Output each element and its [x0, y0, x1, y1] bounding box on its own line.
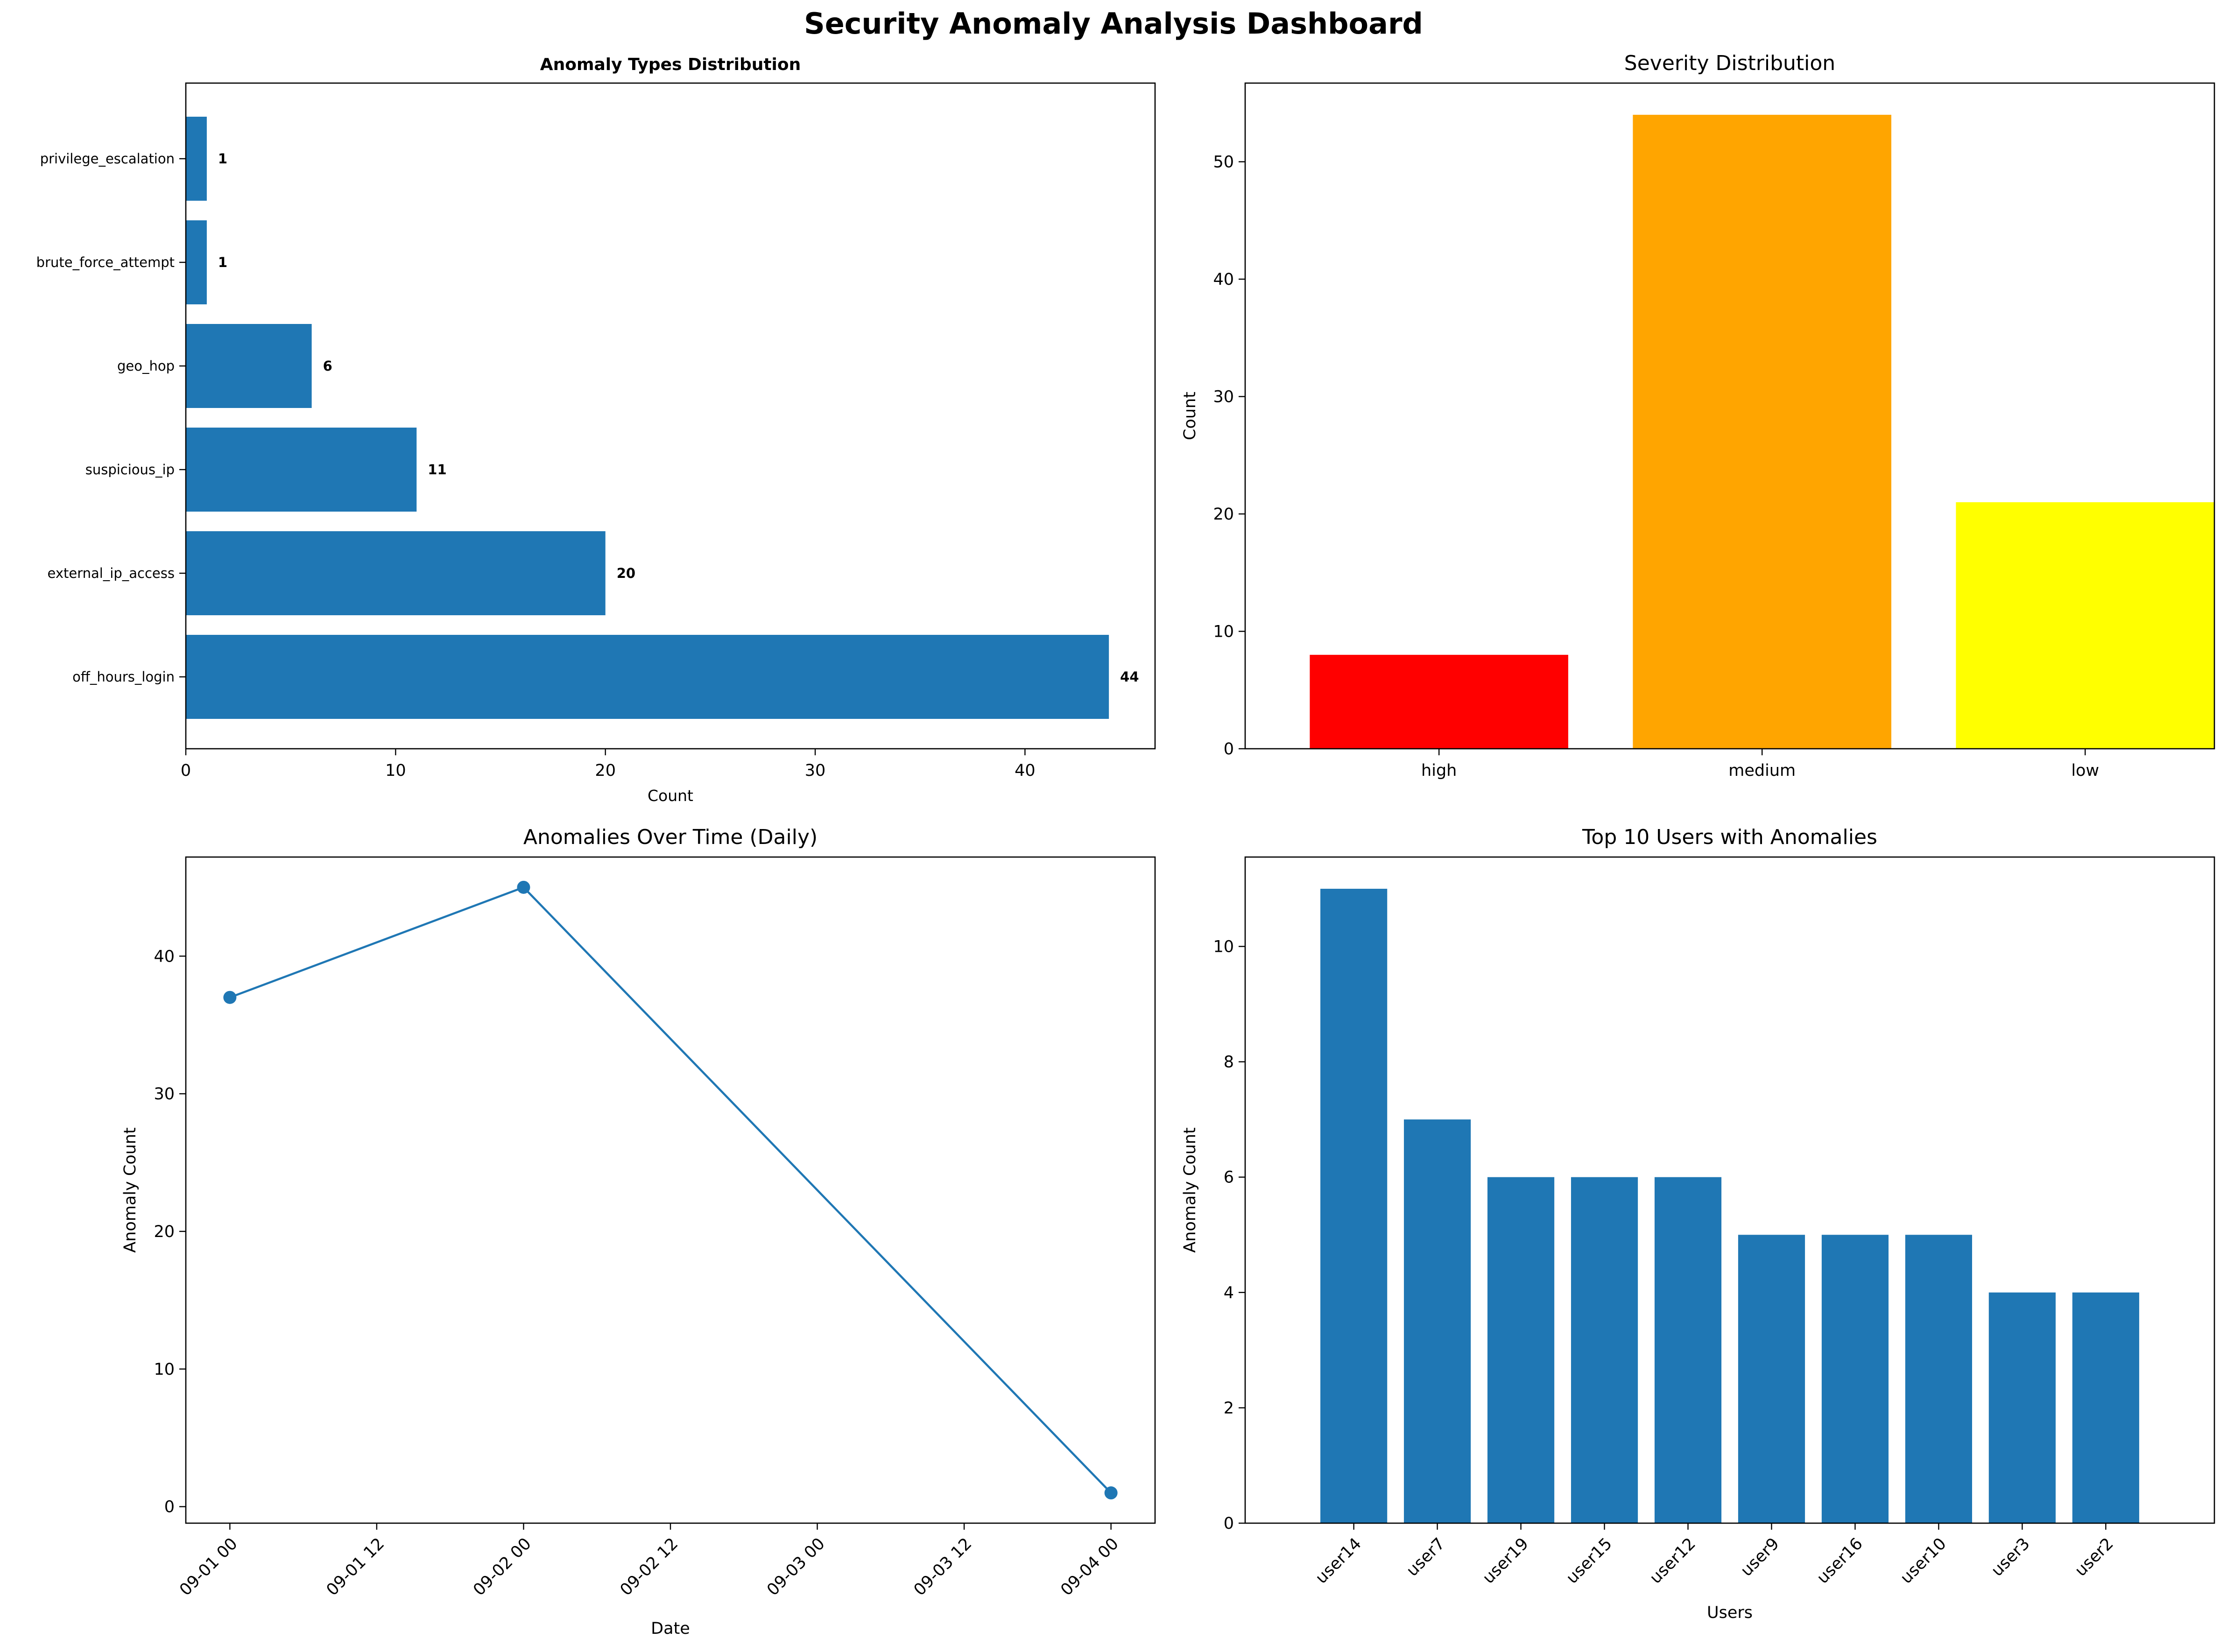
y-tick-label: brute_force_attempt [36, 254, 175, 270]
bar [1320, 888, 1388, 1523]
plot-frame [185, 856, 1156, 1524]
y-axis-label: Count [1181, 392, 1199, 440]
data-label: 11 [428, 462, 446, 478]
bar [1821, 1235, 1889, 1523]
x-tick-label: 09-01 00 [176, 1534, 241, 1600]
y-axis-label: Anomaly Count [1181, 1127, 1199, 1253]
x-tick-label: 20 [595, 761, 616, 780]
x-tick-label: user9 [1737, 1534, 1783, 1580]
bar [186, 531, 606, 615]
x-tick-label: user7 [1403, 1534, 1449, 1580]
y-tick-label: suspicious_ip [85, 462, 175, 478]
x-tick-label: user15 [1563, 1534, 1616, 1588]
y-tick-label: external_ip_access [47, 565, 175, 581]
data-label: 1 [218, 254, 227, 270]
y-tick-label: geo_hop [117, 358, 175, 374]
y-tick-label: 10 [1213, 623, 1234, 641]
x-tick-label: user16 [1813, 1534, 1867, 1588]
plot-frame [1244, 856, 2215, 1524]
y-tick-label: 10 [1213, 938, 1234, 956]
chart-title: Anomaly Types Distribution [540, 55, 801, 74]
y-tick-label: 40 [1213, 270, 1234, 289]
x-axis-label: Count [648, 787, 693, 805]
bar [1956, 502, 2214, 749]
x-tick-label: low [2071, 761, 2099, 780]
bar [1310, 654, 1568, 749]
plot-frame [185, 82, 1156, 750]
x-tick-label: 09-03 12 [910, 1534, 976, 1600]
y-tick-label: 4 [1224, 1284, 1234, 1302]
bar [1633, 114, 1891, 749]
y-tick-label: 2 [1224, 1399, 1234, 1418]
data-point [223, 991, 237, 1004]
bar [1905, 1235, 1972, 1523]
bar [2072, 1292, 2139, 1523]
x-tick-label: user12 [1646, 1534, 1699, 1588]
severity-chart: high medium low 0 10 20 30 40 50 Count Severity Di… [1181, 51, 2215, 780]
x-tick-label: user14 [1312, 1534, 1365, 1588]
dashboard-title: Security Anomaly Analysis Dashboard [804, 7, 1423, 41]
plot-frame [1244, 82, 2215, 750]
bar [1487, 1177, 1555, 1523]
bar [186, 324, 312, 408]
y-axis-label: Anomaly Count [121, 1127, 140, 1253]
y-tick-label: 6 [1224, 1168, 1234, 1187]
x-tick-label: 09-04 00 [1057, 1534, 1122, 1600]
top-users-chart: user14 user7 user19 user15 user12 user9 user16… [1181, 825, 2215, 1622]
x-tick-label: 10 [385, 761, 406, 780]
x-tick-label: user3 [1988, 1534, 2034, 1580]
bar [1571, 1177, 1638, 1523]
y-tick-label: privilege_escalation [40, 151, 175, 167]
y-tick-label: 30 [1213, 388, 1234, 407]
chart-title: Top 10 Users with Anomalies [1582, 825, 1877, 849]
y-tick-label: 0 [1224, 1514, 1234, 1533]
data-label: 1 [218, 151, 227, 167]
bar [186, 428, 417, 512]
x-tick-label: 09-02 12 [617, 1534, 682, 1600]
y-tick-label: 50 [1213, 153, 1234, 172]
series-line [229, 886, 1112, 1494]
chart-title: Severity Distribution [1624, 51, 1835, 75]
y-tick-label: 30 [154, 1085, 175, 1104]
x-tick-label: user19 [1479, 1534, 1532, 1588]
x-tick-label: 09-01 12 [323, 1534, 388, 1600]
bar [186, 117, 207, 201]
x-tick-label: 0 [181, 761, 191, 780]
x-tick-label: high [1421, 761, 1457, 780]
x-tick-label: 40 [1015, 761, 1036, 780]
y-tick-label: 0 [1224, 740, 1234, 759]
bar [1988, 1292, 2056, 1523]
x-tick-label: medium [1728, 761, 1796, 780]
x-tick-label: 09-02 00 [470, 1534, 535, 1600]
x-tick-label: user10 [1897, 1534, 1950, 1588]
bar [186, 635, 1109, 719]
y-tick-label: 10 [154, 1360, 175, 1379]
data-point [1104, 1486, 1118, 1500]
anomalies-over-time-chart: 0 10 20 30 40 09-01 00 09-01 12 09-02 00 09-02 1… [121, 825, 1156, 1638]
y-tick-label: 20 [1213, 505, 1234, 524]
bar [186, 220, 207, 304]
data-point [517, 880, 530, 894]
chart-title: Anomalies Over Time (Daily) [523, 825, 818, 849]
x-tick-label: user2 [2072, 1534, 2117, 1580]
y-tick-label: 0 [164, 1498, 175, 1517]
anomaly-types-chart: off_hours_login 44 external_ip_access 20 sus… [36, 55, 1156, 805]
y-tick-label: 40 [154, 947, 175, 966]
x-tick-label: 30 [805, 761, 826, 780]
x-axis-label: Users [1707, 1603, 1753, 1622]
data-label: 20 [617, 565, 635, 581]
bar [1738, 1235, 1805, 1523]
y-tick-label: 20 [154, 1223, 175, 1241]
data-label: 6 [323, 358, 332, 374]
data-label: 44 [1120, 669, 1139, 685]
bar [1404, 1119, 1471, 1523]
y-tick-label: 8 [1224, 1053, 1234, 1072]
x-axis-label: Date [651, 1619, 690, 1638]
y-tick-label: off_hours_login [72, 669, 175, 685]
bar [1654, 1177, 1722, 1523]
x-tick-label: 09-03 00 [763, 1534, 829, 1600]
